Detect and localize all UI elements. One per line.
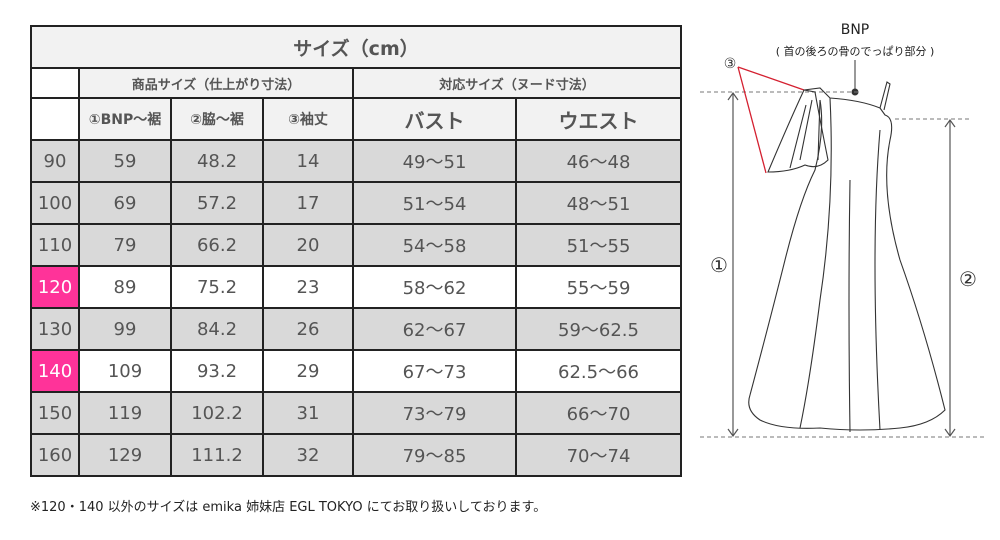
cell-waist: 51～55 [515,223,682,267]
cell-bnp: 119 [78,391,172,435]
cell-size: 140 [30,349,80,393]
cell-sleeve: 17 [262,181,354,225]
corner-cell [30,67,80,99]
cell-bnp: 109 [78,349,172,393]
cell-bust: 58～62 [352,265,517,309]
cell-bust: 73～79 [352,391,517,435]
cell-sleeve: 20 [262,223,354,267]
table-row: 120 89 75.2 23 58～62 55～59 [30,265,682,309]
cell-sleeve: 26 [262,307,354,351]
cell-bust: 54～58 [352,223,517,267]
cell-waist: 48～51 [515,181,682,225]
cell-bnp: 99 [78,307,172,351]
bnp-label: BNP [841,22,870,38]
col-header-side: ②脇～裾 [170,97,264,141]
cell-bust: 49～51 [352,139,517,183]
cell-bust: 79～85 [352,433,517,477]
cell-sleeve: 31 [262,391,354,435]
group-header-nude: 対応サイズ（ヌード寸法） [352,67,682,99]
cell-waist: 46～48 [515,139,682,183]
cell-sleeve: 14 [262,139,354,183]
cell-bnp: 79 [78,223,172,267]
table-row: 100 69 57.2 17 51～54 48～51 [30,181,682,225]
cell-bnp: 69 [78,181,172,225]
cell-size: 90 [30,139,80,183]
cell-bnp: 59 [78,139,172,183]
cell-size: 150 [30,391,80,435]
cell-sleeve: 23 [262,265,354,309]
table-row: 90 59 48.2 14 49～51 46～48 [30,139,682,183]
col-header-waist: ウエスト [515,97,682,141]
table-row: 110 79 66.2 20 54～58 51～55 [30,223,682,267]
table-row: 140 109 93.2 29 67～73 62.5～66 [30,349,682,393]
cell-size: 160 [30,433,80,477]
cell-size: 110 [30,223,80,267]
marker-1: ① [710,253,728,277]
cell-sleeve: 29 [262,349,354,393]
cell-sleeve: 32 [262,433,354,477]
col-header-sleeve: ③袖丈 [262,97,354,141]
footnote: ※120・140 以外のサイズは emika 姉妹店 EGL TOKYO にてお… [30,500,547,515]
table-row: 160 129 111.2 32 79～85 70～74 [30,433,682,477]
marker-3: ③ [724,56,737,72]
cell-side: 102.2 [170,391,264,435]
cell-bust: 67～73 [352,349,517,393]
col-header-bnp: ①BNP～裾 [78,97,172,141]
cell-side: 66.2 [170,223,264,267]
table-title: サイズ（cm） [30,25,682,69]
cell-waist: 62.5～66 [515,349,682,393]
cell-side: 93.2 [170,349,264,393]
size-table: サイズ（cm） 商品サイズ（仕上がり寸法） 対応サイズ（ヌード寸法） ①BNP～… [30,25,682,477]
cell-bust: 62～67 [352,307,517,351]
group-header-product: 商品サイズ（仕上がり寸法） [78,67,354,99]
marker-2: ② [959,267,977,291]
col-header-bust: バスト [352,97,517,141]
table-row: 150 119 102.2 31 73～79 66～70 [30,391,682,435]
cell-bnp: 89 [78,265,172,309]
cell-waist: 66～70 [515,391,682,435]
bnp-desc: ( 首の後ろの骨のでっぱり部分 ) [776,44,935,58]
cell-side: 48.2 [170,139,264,183]
cell-side: 75.2 [170,265,264,309]
cell-size: 100 [30,181,80,225]
dress-outline-icon [748,81,946,433]
cell-bnp: 129 [78,433,172,477]
cell-waist: 70～74 [515,433,682,477]
cell-side: 84.2 [170,307,264,351]
cell-bust: 51～54 [352,181,517,225]
table-row: 130 99 84.2 26 62～67 59～62.5 [30,307,682,351]
cell-size: 120 [30,265,80,309]
cell-side: 57.2 [170,181,264,225]
dress-diagram: BNP ( 首の後ろの骨のでっぱり部分 ) ① ② ③ [700,22,985,438]
corner-cell [30,97,80,141]
cell-side: 111.2 [170,433,264,477]
cell-waist: 55～59 [515,265,682,309]
cell-waist: 59～62.5 [515,307,682,351]
cell-size: 130 [30,307,80,351]
